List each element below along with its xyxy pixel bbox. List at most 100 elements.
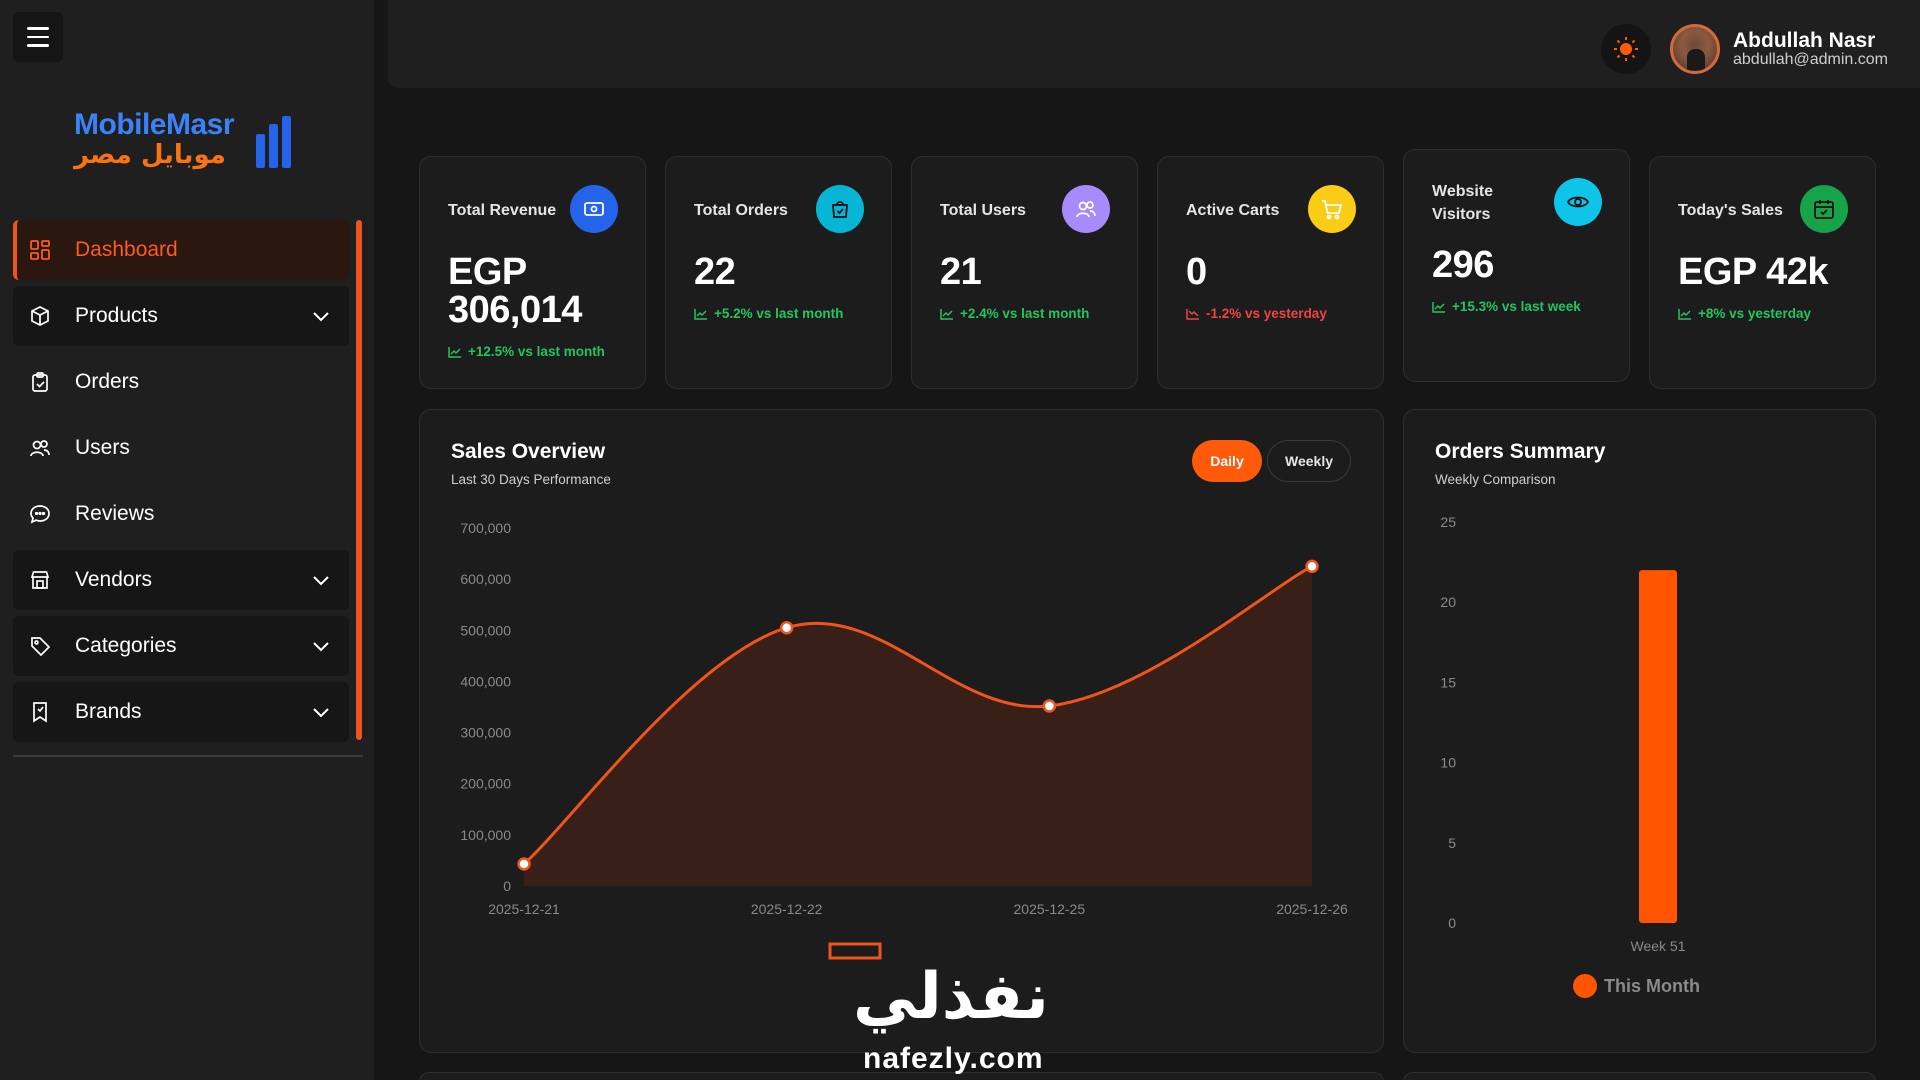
series-area — [524, 566, 1312, 886]
data-point — [779, 620, 794, 635]
x-tick-label: 2025-12-21 — [488, 901, 560, 917]
daily-toggle-button[interactable]: Daily — [1192, 440, 1262, 482]
data-point — [1305, 559, 1319, 574]
next-panel-top-edge — [1403, 1072, 1876, 1080]
stat-title-line: Visitors — [1432, 206, 1491, 223]
stat-value: 296 — [1432, 244, 1494, 286]
sidebar-item-reviews[interactable]: Reviews — [13, 484, 349, 544]
logo-text-en: MobileMasr — [74, 108, 235, 141]
sales-line-chart: 0 100,000 200,000 300,000 400,000 500,000 600,… — [460, 520, 1348, 960]
x-tick-label: 2025-12-22 — [751, 901, 823, 917]
y-tick-label: 10 — [1440, 755, 1456, 771]
stat-trend: -1.2% vs yesterday — [1186, 306, 1327, 321]
panel-subtitle: Last 30 Days Performance — [451, 472, 611, 487]
banknote-icon — [570, 185, 618, 233]
stat-card-active-carts: Active Carts 0 -1.2% vs yesterday — [1157, 156, 1384, 389]
logo-text-ar: موبايل مصر — [74, 140, 226, 170]
stat-trend: +15.3% vs last week — [1432, 299, 1581, 314]
panel-title: Sales Overview — [451, 440, 606, 463]
user-email: abdullah@admin.com — [1733, 51, 1888, 68]
users-icon — [1062, 185, 1110, 233]
y-tick-label: 25 — [1440, 514, 1456, 530]
clipboard-check-icon — [29, 371, 51, 393]
data-point — [1042, 699, 1057, 713]
stat-trend: +5.2% vs last month — [694, 306, 843, 321]
user-name[interactable]: Abdullah Nasr — [1733, 29, 1876, 52]
sidebar-item-orders[interactable]: Orders — [13, 352, 349, 412]
stat-value-line: EGP — [448, 251, 527, 293]
y-tick-label: 20 — [1440, 594, 1456, 610]
hamburger-menu-icon[interactable] — [13, 12, 63, 62]
orders-summary-panel: Orders Summary Weekly Comparison 0 5 10 15 2… — [1403, 409, 1876, 1053]
sidebar-item-label: Dashboard — [75, 238, 178, 261]
box-icon — [29, 305, 51, 327]
sidebar-item-categories[interactable]: Categories — [13, 616, 349, 676]
tag-icon — [29, 635, 51, 657]
stat-card-total-users: Total Users 21 +2.4% vs last month — [911, 156, 1138, 389]
orders-bar-chart: 0 5 10 15 20 25 Week 51 This Month — [1440, 514, 1700, 998]
stat-trend-text: +15.3% vs last week — [1452, 299, 1581, 314]
stat-title: Today's Sales — [1678, 202, 1783, 219]
sidebar-item-label: Products — [75, 304, 158, 327]
grid-icon — [29, 239, 51, 261]
stat-trend-text: -1.2% vs yesterday — [1206, 306, 1327, 321]
stat-value: EGP 42k — [1678, 251, 1829, 293]
stat-card-total-revenue: Total Revenue EGP 306,014 +12.5% vs last… — [419, 156, 646, 389]
sidebar-scrollbar[interactable] — [356, 220, 362, 740]
trend-up-icon — [1678, 308, 1691, 320]
sidebar-item-label: Reviews — [75, 502, 155, 525]
chevron-down-icon[interactable] — [311, 570, 331, 595]
stat-trend-text: +5.2% vs last month — [714, 306, 844, 321]
x-tick-label: Week 51 — [1631, 938, 1686, 954]
chevron-down-icon[interactable] — [311, 636, 331, 661]
sidebar-item-vendors[interactable]: Vendors — [13, 550, 349, 610]
trend-up-icon — [694, 308, 707, 320]
chevron-down-icon[interactable] — [311, 306, 331, 331]
chevron-down-icon[interactable] — [311, 702, 331, 727]
sun-icon — [1614, 37, 1638, 61]
stat-value-line: 306,014 — [448, 289, 582, 331]
sidebar-item-products[interactable]: Products — [13, 286, 349, 346]
stat-title: Total Revenue — [448, 202, 557, 219]
stat-value: EGP 306,014 — [448, 253, 582, 329]
chat-bubble-icon — [29, 503, 51, 525]
sidebar-item-label: Orders — [75, 370, 140, 393]
bar — [1639, 570, 1677, 923]
users-icon — [29, 437, 51, 459]
stat-title: Total Users — [940, 202, 1026, 219]
stat-title: Active Carts — [1186, 202, 1280, 219]
avatar[interactable] — [1670, 24, 1720, 74]
y-tick-label: 400,000 — [460, 673, 511, 689]
watermark: نفذلي nafezly.com — [825, 960, 1075, 1080]
stat-trend-text: +8% vs yesterday — [1698, 306, 1811, 321]
stat-value: 21 — [940, 251, 982, 293]
stat-value: 22 — [694, 251, 736, 293]
y-tick-label: 0 — [503, 878, 511, 894]
y-tick-label: 700,000 — [460, 520, 511, 536]
sidebar-item-label: Users — [75, 436, 130, 459]
sidebar-item-label: Brands — [75, 700, 142, 723]
x-tick-label: 2025-12-26 — [1276, 901, 1348, 917]
data-point — [517, 857, 531, 871]
trend-up-icon — [448, 346, 461, 358]
stat-trend: +2.4% vs last month — [940, 306, 1089, 321]
y-tick-label: 15 — [1440, 674, 1456, 690]
sidebar-item-brands[interactable]: Brands — [13, 682, 349, 742]
brand-logo[interactable]: MobileMasr موبايل مصر — [74, 108, 304, 170]
panel-subtitle: Weekly Comparison — [1435, 472, 1556, 487]
eye-icon — [1554, 178, 1602, 226]
bookmark-icon — [29, 701, 51, 723]
stat-trend: +12.5% vs last month — [448, 344, 605, 359]
sidebar-item-users[interactable]: Users — [13, 418, 349, 478]
cart-icon — [1308, 185, 1356, 233]
weekly-toggle-button[interactable]: Weekly — [1267, 440, 1351, 482]
legend-swatch — [1573, 974, 1597, 998]
calendar-check-icon — [1800, 185, 1848, 233]
sidebar-item-dashboard[interactable]: Dashboard — [13, 220, 349, 280]
sidebar: MobileMasr موبايل مصر Dashboard Products… — [0, 0, 374, 1080]
trend-down-icon — [1186, 308, 1199, 320]
y-tick-label: 500,000 — [460, 622, 511, 638]
sidebar-item-label: Vendors — [75, 568, 153, 591]
theme-toggle-button[interactable] — [1601, 24, 1651, 74]
sales-overview-panel: Sales Overview Last 30 Days Performance … — [419, 409, 1384, 1053]
